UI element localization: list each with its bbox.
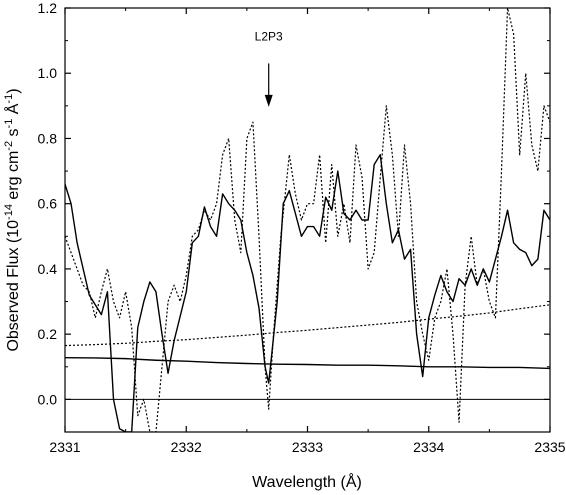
series-line-2-dotted: [65, 8, 550, 432]
y-label-suffix: ): [5, 88, 22, 93]
y-tick-label: 1.2: [38, 0, 58, 16]
x-tick-label: 2333: [292, 439, 323, 455]
annotation-layer: L2P3: [255, 30, 283, 107]
plot-frame: [64, 7, 551, 433]
y-tick-label: 0.4: [38, 261, 58, 277]
y-tick-label: 0.0: [38, 391, 58, 407]
series-layer: [65, 8, 550, 432]
series-line-1-solid: [65, 154, 550, 432]
annotation-label: L2P3: [255, 30, 283, 44]
y-tick-label: 0.6: [38, 196, 58, 212]
x-tick-label: 2331: [49, 439, 80, 455]
axis-layer: 2331 2332 2333 2334 2335 0.0 0.2 0.4 0.6 0.8 1.0 1.…: [38, 0, 566, 455]
x-tick-label: 2335: [534, 439, 565, 455]
y-label-exp1: -14: [3, 204, 15, 220]
y-tick-label: 0.8: [38, 130, 58, 146]
x-axis-label: Wavelength (Å): [252, 472, 362, 491]
series-line-3-solid: [65, 356, 550, 370]
y-label-mid2: s: [5, 128, 22, 140]
y-label-exp2: -2: [3, 141, 15, 151]
y-tick-label: 0.2: [38, 326, 58, 342]
y-label-mid3: Å: [3, 103, 22, 118]
x-tick-label: 2334: [413, 439, 444, 455]
x-tick-label: 2332: [171, 439, 202, 455]
series-line-4-dotted: [65, 304, 550, 347]
y-label-prefix: Observed Flux (10: [5, 220, 22, 352]
annotation-arrow-head: [264, 94, 273, 107]
y-axis-label: Observed Flux (10-14 erg cm-2 s-1 Å-1): [3, 88, 22, 351]
y-label-mid1: erg cm: [5, 151, 22, 204]
y-tick-label: 1.0: [38, 65, 58, 81]
y-label-exp3: -1: [3, 119, 15, 129]
y-label-exp4: -1: [3, 94, 15, 104]
